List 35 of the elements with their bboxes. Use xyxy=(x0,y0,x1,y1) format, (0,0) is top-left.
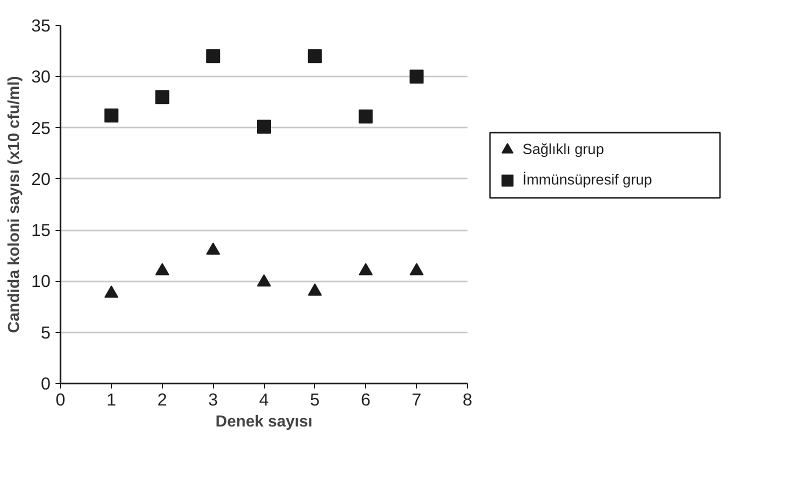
point xyxy=(308,283,322,296)
point xyxy=(155,262,170,276)
point xyxy=(206,242,220,255)
x-tick-label: 7 xyxy=(412,390,422,410)
x-tick-label: 4 xyxy=(259,390,270,410)
point xyxy=(257,120,271,134)
y-tick-label: 20 xyxy=(31,168,51,189)
x-tick-label: 5 xyxy=(310,390,320,410)
y-axis-title: Candida koloni sayısı (x10 cfu/ml) xyxy=(6,76,24,333)
x-tick-label: 6 xyxy=(360,390,371,410)
y-tick-label: 35 xyxy=(31,16,51,36)
y-tick-label: 0 xyxy=(40,374,51,394)
y-tick-label: 15 xyxy=(31,220,51,240)
y-tick-label: 25 xyxy=(31,118,51,138)
point xyxy=(155,90,170,104)
point xyxy=(410,70,424,84)
x-tick-label: 2 xyxy=(157,390,168,410)
point xyxy=(206,49,220,64)
point xyxy=(410,262,424,276)
x-axis-title: Denek sayısı xyxy=(216,414,312,430)
point xyxy=(257,274,271,286)
x-tick-label: 1 xyxy=(106,390,116,410)
point xyxy=(104,285,118,298)
y-tick-label: 10 xyxy=(31,271,51,292)
x-tick-label: 8 xyxy=(462,390,472,410)
y-tick-label: 5 xyxy=(40,322,51,342)
point xyxy=(358,110,373,124)
x-tick-label: 0 xyxy=(56,390,66,410)
legend-label: İmmünsüpresif grup xyxy=(522,172,652,189)
x-tick-label: 3 xyxy=(208,390,218,410)
point xyxy=(104,108,118,123)
y-tick-label: 30 xyxy=(31,66,51,87)
legend-label: Sağlıklı grup xyxy=(522,142,604,158)
point xyxy=(308,49,322,64)
point xyxy=(358,262,373,276)
